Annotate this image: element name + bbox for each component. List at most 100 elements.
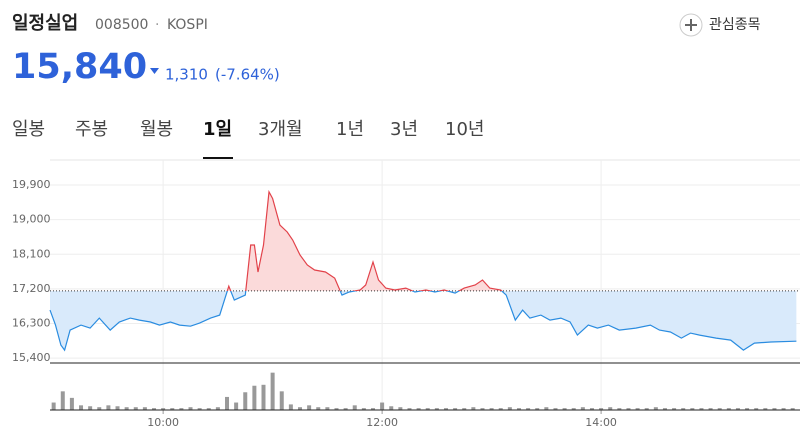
volume-bar (772, 408, 777, 410)
y-tick-label: 16,300 (12, 317, 51, 330)
volume-bar (325, 407, 330, 410)
volume-bar (197, 408, 202, 410)
volume-bar (535, 408, 540, 410)
volume-bar (507, 407, 512, 410)
volume-bar (635, 408, 640, 410)
volume-bar (79, 405, 84, 410)
price-line (49, 189, 797, 352)
volume-bar (462, 408, 467, 410)
volume-bar (553, 408, 558, 410)
volume-bar (754, 408, 759, 410)
tab[interactable]: 월봉 (140, 119, 173, 140)
watch-button[interactable]: 관심종목 (679, 13, 761, 37)
y-tick-label: 15,400 (12, 351, 51, 364)
volume-bar (544, 407, 549, 410)
volume-bar (681, 408, 686, 410)
volume-bar (416, 408, 421, 410)
volume-bar (270, 372, 275, 410)
stock-name: 일정실업 (12, 13, 78, 34)
volume-bar (489, 408, 494, 410)
volume-bar (580, 407, 585, 410)
volume-bar (653, 407, 658, 410)
volume-bar (425, 408, 430, 410)
volume-bar (708, 408, 713, 410)
volume-bar (243, 392, 248, 410)
x-tick-label: 14:00 (585, 416, 617, 429)
volume-bar (215, 407, 220, 410)
market: KOSPI (167, 17, 208, 33)
volume-bar (608, 407, 613, 410)
volume-bar (380, 402, 385, 410)
volume-bar (443, 408, 448, 410)
tab[interactable]: 3개월 (258, 119, 303, 140)
x-tick-label: 10:00 (147, 416, 179, 429)
volume-bar (252, 385, 257, 410)
change: 1,310 (165, 66, 208, 84)
volume-bar (234, 402, 239, 410)
x-tick-label: 12:00 (366, 416, 398, 429)
volume-bar (343, 408, 348, 410)
volume-bar (170, 408, 175, 410)
volume-bar (124, 407, 129, 410)
volume-bar (133, 407, 138, 410)
volume-bar (152, 408, 157, 410)
down-arrow (150, 68, 159, 74)
y-tick-label: 17,200 (12, 282, 51, 295)
y-tick-label: 18,100 (12, 247, 51, 260)
volume-bar (672, 408, 677, 410)
plus-sign (685, 19, 697, 31)
volume-bar (599, 408, 604, 410)
tab[interactable]: 3년 (390, 119, 418, 140)
volume-bar (690, 408, 695, 410)
volume-bar (106, 405, 111, 410)
tab[interactable]: 일봉 (12, 119, 45, 140)
volume-bar (51, 402, 56, 410)
volume-bar (781, 408, 786, 410)
volume-bar (69, 397, 74, 410)
volume-bar (307, 405, 312, 410)
volume-bar (735, 408, 740, 410)
tabs: 일봉 주봉 월봉 1일 3개월 1년 3년 10년 (12, 119, 484, 159)
volume-bar (498, 408, 503, 410)
volume-bar (745, 408, 750, 410)
tab[interactable]: 10년 (445, 119, 484, 140)
volume-bar (526, 408, 531, 410)
volume-bar (726, 408, 731, 410)
volume-bar (298, 407, 302, 410)
tab[interactable]: 주봉 (75, 119, 108, 140)
volume-bar (370, 408, 375, 410)
y-tick-label: 19,900 (12, 178, 51, 191)
volume-bar (88, 406, 93, 410)
volume-bar (407, 408, 412, 410)
tab[interactable]: 1년 (336, 119, 364, 140)
volume-bar (699, 408, 704, 410)
volume-bar (115, 406, 120, 410)
volume-bar (60, 391, 65, 410)
volume-bar (142, 407, 147, 410)
volume-bar (352, 405, 357, 410)
chart: 19,900 19,000 18,100 17,200 16,300 15,400 10:0… (12, 159, 800, 429)
volume-bar (188, 407, 193, 410)
volume-bar (288, 404, 293, 410)
volume-bar (717, 408, 722, 410)
volume-bar (562, 408, 567, 410)
volume-bar (97, 407, 102, 410)
y-tick-label: 19,000 (12, 213, 51, 226)
price: 15,840 (12, 47, 147, 87)
volume-bar (261, 384, 266, 410)
volume-bar (571, 408, 576, 410)
watch-label: 관심종목 (709, 17, 761, 33)
volume-bar (480, 408, 485, 410)
price-area (50, 191, 797, 351)
volume-bar (161, 408, 166, 410)
separator: · (155, 17, 159, 33)
volume-bar (662, 408, 667, 410)
volume-bar (516, 408, 521, 410)
volume-bar (279, 391, 284, 410)
tab[interactable]: 1일 (203, 119, 232, 140)
volume-bar (206, 408, 211, 410)
volume-bar (763, 408, 768, 410)
volume-bar (626, 408, 631, 410)
volume-bar (389, 406, 394, 410)
